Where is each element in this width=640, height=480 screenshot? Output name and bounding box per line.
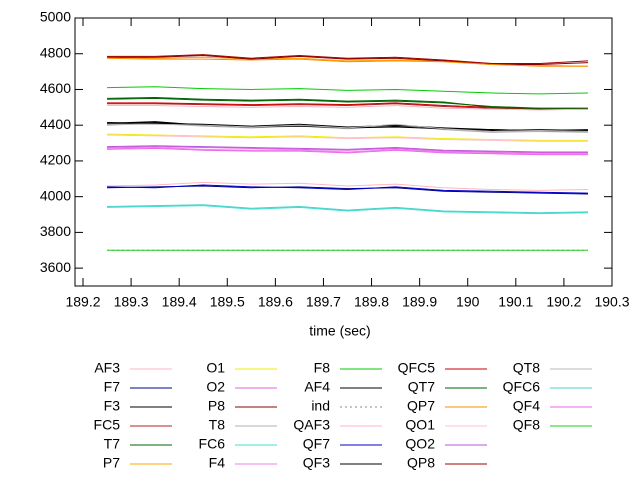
x-tick-label: 189.4 bbox=[162, 294, 197, 310]
x-tick-label: 190.1 bbox=[498, 294, 533, 310]
series-line bbox=[107, 147, 588, 155]
legend-label: T7 bbox=[104, 436, 121, 452]
legend-label: P8 bbox=[208, 398, 225, 414]
series-line bbox=[107, 133, 588, 141]
legend-label: FC5 bbox=[94, 417, 121, 433]
x-tick-label: 189.7 bbox=[306, 294, 341, 310]
x-tick-label: 189.8 bbox=[354, 294, 389, 310]
series-line bbox=[107, 146, 588, 154]
series-line bbox=[107, 97, 588, 109]
legend-label: T8 bbox=[209, 417, 226, 433]
series-line bbox=[107, 122, 588, 132]
plot-frame bbox=[74, 17, 613, 287]
legend-label: AF3 bbox=[94, 360, 120, 376]
x-axis-label: time (sec) bbox=[309, 323, 370, 339]
legend-label: ind bbox=[311, 398, 330, 414]
legend-label: QF4 bbox=[513, 398, 540, 414]
x-tick-label: 189.6 bbox=[258, 294, 293, 310]
legend-label: QFC6 bbox=[503, 379, 541, 395]
series-line bbox=[107, 103, 588, 110]
y-tick-label: 5000 bbox=[40, 9, 71, 25]
y-tick-label: 4200 bbox=[40, 152, 71, 168]
x-tick-label: 189.2 bbox=[65, 294, 100, 310]
series-line bbox=[107, 145, 588, 153]
series-line bbox=[107, 55, 588, 65]
series-line bbox=[107, 184, 588, 194]
series-line bbox=[107, 57, 588, 67]
legend-label: F8 bbox=[314, 360, 331, 376]
series-line bbox=[107, 134, 588, 142]
series-line bbox=[107, 105, 588, 111]
legend-label: QF8 bbox=[513, 417, 540, 433]
x-tick-label: 189.3 bbox=[114, 294, 149, 310]
x-tick-label: 190 bbox=[456, 294, 480, 310]
y-tick-label: 4000 bbox=[40, 187, 71, 203]
legend-label: QT8 bbox=[513, 360, 540, 376]
legend-label: F4 bbox=[209, 455, 226, 471]
legend-label: F3 bbox=[104, 398, 121, 414]
series-line bbox=[107, 205, 588, 215]
x-tick-label: 190.2 bbox=[546, 294, 581, 310]
legend-label: QF7 bbox=[303, 436, 330, 452]
series-line bbox=[107, 86, 588, 95]
y-tick-label: 3600 bbox=[40, 259, 71, 275]
legend-label: QO1 bbox=[405, 417, 435, 433]
legend-label: QP7 bbox=[407, 398, 435, 414]
x-tick-label: 189.5 bbox=[210, 294, 245, 310]
legend-label: QAF3 bbox=[293, 417, 330, 433]
series-line bbox=[107, 147, 588, 156]
y-tick-label: 4400 bbox=[40, 116, 71, 132]
legend-label: F7 bbox=[104, 379, 121, 395]
legend-label: O2 bbox=[206, 379, 225, 395]
x-tick-label: 189.9 bbox=[402, 294, 437, 310]
legend-label: QT7 bbox=[408, 379, 435, 395]
y-tick-label: 4800 bbox=[40, 44, 71, 60]
series-line bbox=[107, 123, 588, 132]
y-tick-label: 4600 bbox=[40, 80, 71, 96]
y-tick-label: 3800 bbox=[40, 223, 71, 239]
legend-label: QP8 bbox=[407, 455, 435, 471]
series-line bbox=[107, 204, 588, 214]
series-line bbox=[107, 54, 588, 65]
legend-label: P7 bbox=[103, 455, 120, 471]
legend-label: O1 bbox=[206, 360, 225, 376]
series-line bbox=[107, 181, 588, 191]
series-line bbox=[107, 102, 588, 109]
legend-label: QFC5 bbox=[398, 360, 436, 376]
legend-label: AF4 bbox=[304, 379, 330, 395]
legend-label: QO2 bbox=[405, 436, 435, 452]
x-tick-label: 190.3 bbox=[594, 294, 629, 310]
legend-label: FC6 bbox=[199, 436, 226, 452]
legend-label: QF3 bbox=[303, 455, 330, 471]
